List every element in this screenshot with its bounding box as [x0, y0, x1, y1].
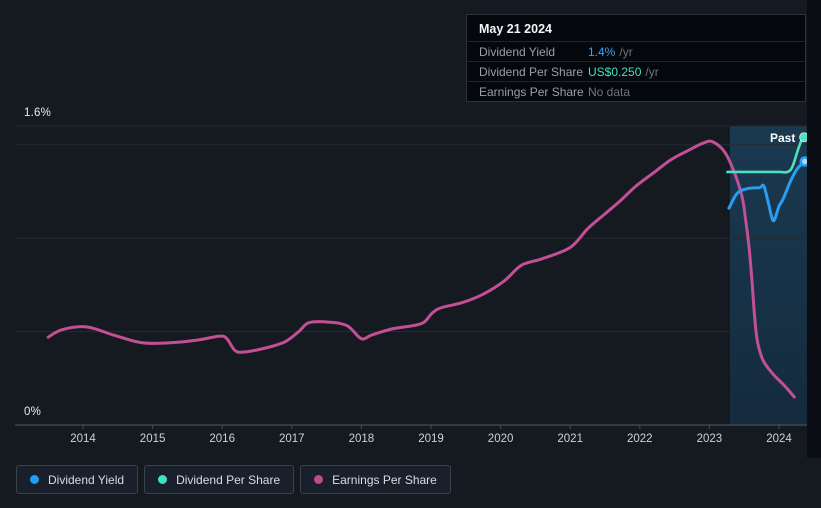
legend-dot-icon: [158, 475, 168, 484]
x-axis-label: 2020: [487, 433, 514, 445]
tooltip-row-value: 1.4%: [588, 44, 616, 59]
x-axis-label: 2016: [209, 433, 235, 445]
tooltip-row: Earnings Per Share No data: [467, 81, 805, 101]
x-axis-label: 2014: [70, 433, 96, 445]
legend-dot-icon: [314, 475, 324, 484]
legend-item-label: Dividend Yield: [48, 472, 125, 487]
legend-item-earnings-per-share[interactable]: Earnings Per Share: [300, 465, 451, 494]
legend-item-label: Dividend Per Share: [176, 472, 281, 487]
tooltip-row-label: Earnings Per Share: [479, 84, 584, 99]
series-line-dividend-yield: [727, 160, 807, 223]
tooltip-date: May 21 2024: [479, 22, 552, 36]
past-band-label: Past: [770, 131, 796, 145]
tooltip-row-value: US$0.250: [588, 64, 642, 79]
chart-tooltip: May 21 2024 Dividend Yield 1.4%/yr Dividen…: [466, 14, 806, 102]
chart-legend: Dividend Yield Dividend Per Share Earnings…: [16, 465, 451, 494]
tooltip-row-unit: /yr: [619, 44, 633, 59]
tooltip-row: Dividend Yield 1.4%/yr: [467, 41, 805, 61]
tooltip-row-label: Dividend Per Share: [479, 64, 584, 79]
x-axis-label: 2015: [139, 433, 166, 445]
y-axis-min-label: 0%: [24, 406, 42, 418]
legend-dot-icon: [30, 475, 39, 484]
tooltip-row-label: Dividend Yield: [479, 44, 556, 59]
x-axis-label: 2021: [557, 433, 583, 445]
x-axis-label: 2023: [696, 433, 723, 445]
x-axis-label: 2017: [279, 433, 305, 445]
tooltip-row-unit: /yr: [645, 64, 659, 79]
x-axis-label: 2019: [418, 433, 444, 445]
tooltip-row-value: No data: [588, 84, 631, 99]
legend-item-label: Earnings Per Share: [332, 472, 437, 487]
legend-item-dividend-yield[interactable]: Dividend Yield: [16, 465, 139, 494]
legend-item-dividend-per-share[interactable]: Dividend Per Share: [144, 465, 295, 494]
x-axis-label: 2024: [766, 433, 792, 445]
series-line-earnings-per-share: [46, 139, 796, 399]
y-axis-max-label: 1.6%: [24, 107, 52, 119]
future-strip: [807, 0, 821, 458]
x-axis-label: 2022: [627, 433, 653, 445]
tooltip-row: Dividend Per Share US$0.250/yr: [467, 61, 805, 81]
x-axis-label: 2018: [348, 433, 375, 445]
